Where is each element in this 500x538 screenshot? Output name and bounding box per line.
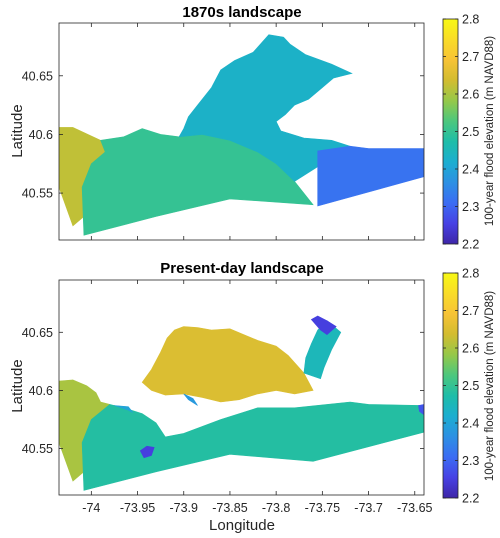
region-east-inlet: [418, 404, 424, 416]
panel-title: Present-day landscape: [160, 260, 323, 277]
x-tick-label: -73.9: [169, 501, 198, 515]
y-tick-label: 40.65: [22, 326, 53, 340]
colorbar-tick-label: 2.8: [462, 13, 479, 27]
region-south: [81, 401, 424, 491]
axes-ticks: 40.55 40.6 40.65: [22, 23, 424, 240]
region-sw-inlet: [139, 445, 155, 459]
region-north-bay: [178, 34, 353, 182]
x-tick-label: -73.85: [212, 501, 247, 515]
colorbar: 2.2 2.3 2.4 2.5 2.6 2.7 2.8 100-year flood ele…: [442, 13, 496, 252]
x-tick-label: -73.65: [397, 501, 432, 515]
y-tick-label: 40.55: [22, 187, 53, 201]
colorbar-tick-label: 2.6: [462, 342, 479, 356]
colorbar-ticks: 2.2 2.3 2.4 2.5 2.6 2.7 2.8: [443, 267, 479, 506]
colorbar: 2.2 2.3 2.4 2.5 2.6 2.7 2.8 100-year flood ele…: [442, 267, 496, 506]
region-east: [317, 145, 424, 207]
panel-bottom: Present-day landscape -74 -73.95 -73.9 -73.…: [9, 260, 496, 534]
colorbar-tick-label: 2.6: [462, 88, 479, 102]
x-tick-label: -73.8: [262, 501, 291, 515]
y-axis-label: Latitude: [9, 104, 26, 157]
map-regions: [59, 34, 424, 236]
colorbar-tick-label: 2.4: [462, 163, 479, 177]
region-bay-islands: [141, 326, 314, 403]
y-tick-label: 40.6: [29, 128, 53, 142]
axes-box: [58, 279, 425, 496]
x-axis-label: Longitude: [209, 517, 275, 534]
y-tick-label: 40.6: [29, 384, 53, 398]
colorbar-tick-label: 2.5: [462, 125, 479, 139]
y-axis-label: Latitude: [9, 359, 26, 412]
x-tick-label: -73.75: [305, 501, 340, 515]
colorbar-tick-label: 2.4: [462, 417, 479, 431]
x-tick-label: -73.95: [120, 501, 155, 515]
colorbar-tick-label: 2.2: [462, 238, 479, 252]
region-nw-creek: [310, 315, 337, 335]
axes-box: [58, 22, 425, 241]
colorbar-tick-label: 2.2: [462, 492, 479, 506]
axes-ticks: -74 -73.95 -73.9 -73.85 -73.8 -73.75 -73.7 -73.…: [22, 280, 433, 515]
colorbar-ticks: 2.2 2.3 2.4 2.5 2.6 2.7 2.8: [443, 13, 479, 252]
colorbar-label: 100-year flood elevation (m NAVD88): [484, 291, 496, 481]
colorbar-tick-label: 2.7: [462, 304, 479, 318]
colorbar-tick-label: 2.3: [462, 454, 479, 468]
y-tick-label: 40.55: [22, 442, 53, 456]
y-tick-label: 40.65: [22, 69, 53, 83]
panel-title: 1870s landscape: [182, 4, 301, 21]
colorbar-tick-label: 2.5: [462, 379, 479, 393]
map-regions: [59, 315, 424, 491]
colorbar-tick-label: 2.7: [462, 50, 479, 64]
x-tick-label: -74: [82, 501, 100, 515]
colorbar-label: 100-year flood elevation (m NAVD88): [484, 36, 496, 226]
colorbar-tick-label: 2.8: [462, 267, 479, 281]
x-tick-label: -73.7: [354, 501, 383, 515]
colorbar-tick-label: 2.3: [462, 200, 479, 214]
region-center-channel: [183, 393, 198, 406]
region-west-channel: [114, 405, 134, 413]
